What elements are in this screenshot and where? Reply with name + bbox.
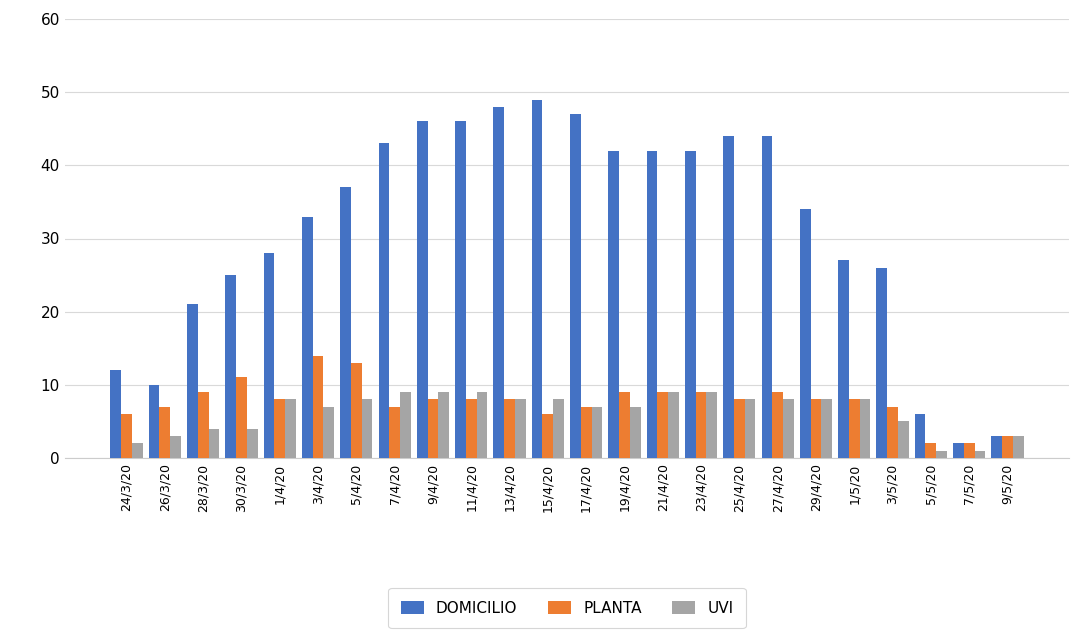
- Bar: [121, 414, 132, 458]
- Bar: [351, 363, 362, 458]
- Bar: [476, 392, 487, 458]
- Bar: [455, 121, 465, 458]
- Bar: [772, 392, 783, 458]
- Bar: [132, 443, 143, 458]
- Bar: [264, 253, 274, 458]
- Bar: [734, 399, 745, 458]
- Bar: [963, 443, 974, 458]
- Bar: [149, 385, 160, 458]
- Bar: [936, 450, 947, 458]
- Bar: [897, 421, 908, 458]
- Bar: [274, 399, 285, 458]
- Bar: [706, 392, 717, 458]
- Bar: [860, 399, 870, 458]
- Bar: [438, 392, 449, 458]
- Bar: [417, 121, 428, 458]
- Bar: [1002, 436, 1013, 458]
- Bar: [608, 151, 619, 458]
- Bar: [761, 136, 772, 458]
- Bar: [160, 407, 171, 458]
- Bar: [669, 392, 679, 458]
- Bar: [974, 450, 985, 458]
- Bar: [821, 399, 832, 458]
- Bar: [745, 399, 755, 458]
- Bar: [887, 407, 897, 458]
- Bar: [1013, 436, 1024, 458]
- Bar: [647, 151, 658, 458]
- Bar: [531, 100, 542, 458]
- Bar: [465, 399, 476, 458]
- Bar: [285, 399, 296, 458]
- Bar: [811, 399, 821, 458]
- Bar: [926, 443, 936, 458]
- Bar: [685, 151, 696, 458]
- Bar: [838, 261, 849, 458]
- Bar: [619, 392, 630, 458]
- Bar: [570, 114, 581, 458]
- Bar: [915, 414, 926, 458]
- Bar: [542, 414, 553, 458]
- Bar: [171, 436, 181, 458]
- Bar: [110, 370, 121, 458]
- Bar: [658, 392, 669, 458]
- Bar: [630, 407, 640, 458]
- Bar: [340, 187, 351, 458]
- Bar: [553, 399, 564, 458]
- Bar: [247, 429, 257, 458]
- Bar: [592, 407, 603, 458]
- Bar: [991, 436, 1002, 458]
- Bar: [379, 143, 389, 458]
- Bar: [581, 407, 592, 458]
- Bar: [783, 399, 794, 458]
- Bar: [302, 216, 313, 458]
- Bar: [494, 107, 504, 458]
- Bar: [877, 268, 887, 458]
- Legend: DOMICILIO, PLANTA, UVI: DOMICILIO, PLANTA, UVI: [389, 588, 745, 628]
- Bar: [696, 392, 706, 458]
- Bar: [198, 392, 208, 458]
- Bar: [226, 275, 237, 458]
- Bar: [313, 356, 323, 458]
- Bar: [323, 407, 334, 458]
- Bar: [389, 407, 400, 458]
- Bar: [237, 377, 247, 458]
- Bar: [208, 429, 219, 458]
- Bar: [504, 399, 515, 458]
- Bar: [400, 392, 410, 458]
- Bar: [428, 399, 438, 458]
- Bar: [724, 136, 734, 458]
- Bar: [849, 399, 860, 458]
- Bar: [800, 209, 811, 458]
- Bar: [953, 443, 963, 458]
- Bar: [187, 305, 198, 458]
- Bar: [362, 399, 373, 458]
- Bar: [515, 399, 526, 458]
